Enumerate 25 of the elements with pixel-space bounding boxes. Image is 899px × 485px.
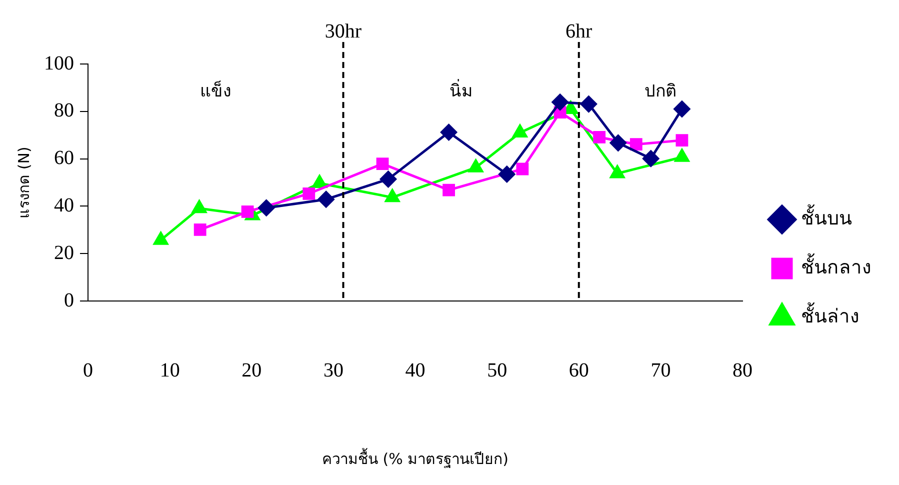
x-tick-label: 60 <box>568 359 589 382</box>
annotation: ปกติ <box>644 81 677 102</box>
y-axis-title: แรงกด (N) <box>14 146 33 218</box>
y-tick-label: 20 <box>54 242 74 264</box>
annotation: นิ่ม <box>450 78 473 102</box>
x-tick-label: 70 <box>650 359 671 382</box>
x-tick-label: 80 <box>732 359 752 382</box>
y-tick-label: 40 <box>54 194 74 216</box>
y-tick-label: 100 <box>44 52 74 74</box>
x-tick-label: 30 <box>323 359 344 382</box>
x-tick-label: 20 <box>242 359 262 382</box>
x-tick-label: 50 <box>487 359 508 382</box>
y-tick-label: 60 <box>54 147 74 170</box>
legend-label: ชั้นบน <box>801 204 852 230</box>
ref-line-label: 30hr <box>324 20 362 42</box>
x-tick-label: 40 <box>405 359 426 382</box>
x-tick-label: 10 <box>160 359 180 382</box>
legend-label: ชั้นกลาง <box>801 253 871 278</box>
y-tick-label: 0 <box>64 289 74 312</box>
ref-line-label: 6hr <box>566 20 593 42</box>
x-axis-title: ความชื้น (% มาตรฐานเปียก) <box>322 448 508 468</box>
x-tick-label: 0 <box>83 359 93 382</box>
annotation: แข็ง <box>200 79 232 102</box>
y-tick-label: 80 <box>54 100 74 122</box>
legend-label: ชั้นล่าง <box>801 302 859 328</box>
